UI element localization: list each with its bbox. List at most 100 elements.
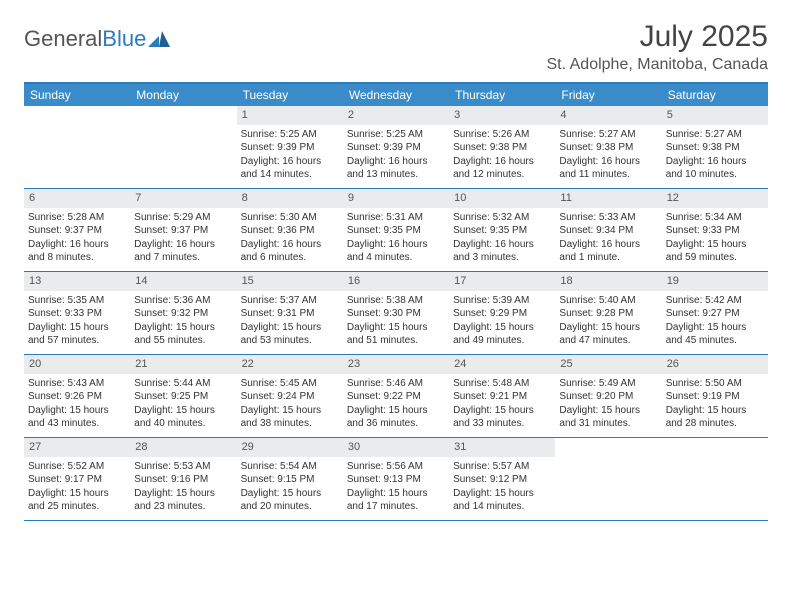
day-sunset: Sunset: 9:20 PM bbox=[559, 390, 657, 404]
day-number: 7 bbox=[130, 189, 236, 208]
day-sunrise: Sunrise: 5:46 AM bbox=[347, 377, 445, 391]
calendar-day: 20 Sunrise: 5:43 AMSunset: 9:26 PMDayligh… bbox=[24, 355, 130, 437]
calendar-week: 13Sunrise: 5:35 AMSunset: 9:33 PMDayligh… bbox=[24, 272, 768, 355]
day-daylight: Daylight: 15 hours and 40 minutes. bbox=[134, 404, 232, 431]
calendar-day: 4Sunrise: 5:27 AMSunset: 9:38 PMDaylight… bbox=[555, 106, 661, 188]
calendar-day: 15Sunrise: 5:37 AMSunset: 9:31 PMDayligh… bbox=[237, 272, 343, 354]
calendar-day: 8Sunrise: 5:30 AMSunset: 9:36 PMDaylight… bbox=[237, 189, 343, 271]
weekday-header: Thursday bbox=[449, 84, 555, 106]
day-number: 31 bbox=[449, 438, 555, 457]
day-sunset: Sunset: 9:29 PM bbox=[453, 307, 551, 321]
calendar-day: 13Sunrise: 5:35 AMSunset: 9:33 PMDayligh… bbox=[24, 272, 130, 354]
day-sunrise: Sunrise: 5:56 AM bbox=[347, 460, 445, 474]
logo-mark-icon bbox=[148, 27, 170, 53]
day-sunrise: Sunrise: 5:50 AM bbox=[666, 377, 764, 391]
calendar-day: 27Sunrise: 5:52 AMSunset: 9:17 PMDayligh… bbox=[24, 438, 130, 520]
day-number: 3 bbox=[449, 106, 555, 125]
day-sunset: Sunset: 9:33 PM bbox=[28, 307, 126, 321]
day-sunrise: Sunrise: 5:37 AM bbox=[241, 294, 339, 308]
day-sunrise: Sunrise: 5:30 AM bbox=[241, 211, 339, 225]
calendar-day: 31Sunrise: 5:57 AMSunset: 9:12 PMDayligh… bbox=[449, 438, 555, 520]
day-sunrise: Sunrise: 5:26 AM bbox=[453, 128, 551, 142]
calendar-day: 1Sunrise: 5:25 AMSunset: 9:39 PMDaylight… bbox=[237, 106, 343, 188]
weeks-container: ..1Sunrise: 5:25 AMSunset: 9:39 PMDaylig… bbox=[24, 106, 768, 521]
calendar-day: 12Sunrise: 5:34 AMSunset: 9:33 PMDayligh… bbox=[662, 189, 768, 271]
calendar-day: 23 Sunrise: 5:46 AMSunset: 9:22 PMDayligh… bbox=[343, 355, 449, 437]
weekday-header-row: SundayMondayTuesdayWednesdayThursdayFrid… bbox=[24, 84, 768, 106]
day-daylight: Daylight: 15 hours and 33 minutes. bbox=[453, 404, 551, 431]
day-sunrise: Sunrise: 5:48 AM bbox=[453, 377, 551, 391]
day-daylight: Daylight: 15 hours and 23 minutes. bbox=[134, 487, 232, 514]
day-daylight: Daylight: 15 hours and 25 minutes. bbox=[28, 487, 126, 514]
day-daylight: Daylight: 15 hours and 38 minutes. bbox=[241, 404, 339, 431]
calendar-day: 25Sunrise: 5:49 AMSunset: 9:20 PMDayligh… bbox=[555, 355, 661, 437]
day-number: 24 bbox=[449, 355, 555, 374]
day-sunrise: Sunrise: 5:28 AM bbox=[28, 211, 126, 225]
calendar-day: . bbox=[662, 438, 768, 520]
day-daylight: Daylight: 15 hours and 49 minutes. bbox=[453, 321, 551, 348]
day-sunrise: Sunrise: 5:39 AM bbox=[453, 294, 551, 308]
day-daylight: Daylight: 16 hours and 12 minutes. bbox=[453, 155, 551, 182]
day-sunrise: Sunrise: 5:33 AM bbox=[559, 211, 657, 225]
day-sunrise: Sunrise: 5:44 AM bbox=[134, 377, 232, 391]
brand-logo: GeneralBlue bbox=[24, 26, 170, 52]
day-number: 10 bbox=[449, 189, 555, 208]
day-sunrise: Sunrise: 5:53 AM bbox=[134, 460, 232, 474]
day-sunrise: Sunrise: 5:35 AM bbox=[28, 294, 126, 308]
day-number: 2 bbox=[343, 106, 449, 125]
day-sunset: Sunset: 9:38 PM bbox=[559, 141, 657, 155]
page-header: GeneralBlue July 2025 St. Adolphe, Manit… bbox=[24, 20, 768, 74]
day-daylight: Daylight: 16 hours and 8 minutes. bbox=[28, 238, 126, 265]
day-number: 11 bbox=[555, 189, 661, 208]
calendar-day: 14Sunrise: 5:36 AMSunset: 9:32 PMDayligh… bbox=[130, 272, 236, 354]
day-sunrise: Sunrise: 5:27 AM bbox=[559, 128, 657, 142]
day-sunset: Sunset: 9:31 PM bbox=[241, 307, 339, 321]
day-daylight: Daylight: 15 hours and 45 minutes. bbox=[666, 321, 764, 348]
day-number: 8 bbox=[237, 189, 343, 208]
day-sunset: Sunset: 9:30 PM bbox=[347, 307, 445, 321]
day-daylight: Daylight: 15 hours and 31 minutes. bbox=[559, 404, 657, 431]
day-sunset: Sunset: 9:22 PM bbox=[347, 390, 445, 404]
calendar-day: . bbox=[130, 106, 236, 188]
weekday-header: Friday bbox=[555, 84, 661, 106]
calendar-page: GeneralBlue July 2025 St. Adolphe, Manit… bbox=[0, 0, 792, 541]
day-sunrise: Sunrise: 5:42 AM bbox=[666, 294, 764, 308]
day-sunset: Sunset: 9:39 PM bbox=[241, 141, 339, 155]
day-daylight: Daylight: 15 hours and 51 minutes. bbox=[347, 321, 445, 348]
day-sunset: Sunset: 9:21 PM bbox=[453, 390, 551, 404]
day-sunset: Sunset: 9:26 PM bbox=[28, 390, 126, 404]
calendar-day: 30Sunrise: 5:56 AMSunset: 9:13 PMDayligh… bbox=[343, 438, 449, 520]
day-daylight: Daylight: 15 hours and 14 minutes. bbox=[453, 487, 551, 514]
calendar-week: 27Sunrise: 5:52 AMSunset: 9:17 PMDayligh… bbox=[24, 438, 768, 521]
day-daylight: Daylight: 15 hours and 43 minutes. bbox=[28, 404, 126, 431]
day-number: 20 bbox=[24, 355, 130, 374]
calendar-day: . bbox=[24, 106, 130, 188]
day-sunset: Sunset: 9:17 PM bbox=[28, 473, 126, 487]
day-number: 18 bbox=[555, 272, 661, 291]
day-daylight: Daylight: 16 hours and 14 minutes. bbox=[241, 155, 339, 182]
calendar-day: 7Sunrise: 5:29 AMSunset: 9:37 PMDaylight… bbox=[130, 189, 236, 271]
day-number: 16 bbox=[343, 272, 449, 291]
day-sunset: Sunset: 9:28 PM bbox=[559, 307, 657, 321]
calendar-day: 26Sunrise: 5:50 AMSunset: 9:19 PMDayligh… bbox=[662, 355, 768, 437]
calendar-day: 22Sunrise: 5:45 AMSunset: 9:24 PMDayligh… bbox=[237, 355, 343, 437]
day-daylight: Daylight: 15 hours and 17 minutes. bbox=[347, 487, 445, 514]
day-number: 23 bbox=[343, 355, 449, 374]
day-number: 6 bbox=[24, 189, 130, 208]
day-number: 5 bbox=[662, 106, 768, 125]
day-daylight: Daylight: 15 hours and 36 minutes. bbox=[347, 404, 445, 431]
day-number: 19 bbox=[662, 272, 768, 291]
day-sunset: Sunset: 9:19 PM bbox=[666, 390, 764, 404]
day-number: 22 bbox=[237, 355, 343, 374]
day-sunrise: Sunrise: 5:36 AM bbox=[134, 294, 232, 308]
day-sunrise: Sunrise: 5:43 AM bbox=[28, 377, 126, 391]
location-label: St. Adolphe, Manitoba, Canada bbox=[547, 56, 769, 74]
day-number: 21 bbox=[130, 355, 236, 374]
day-daylight: Daylight: 15 hours and 20 minutes. bbox=[241, 487, 339, 514]
calendar-week: 6Sunrise: 5:28 AMSunset: 9:37 PMDaylight… bbox=[24, 189, 768, 272]
day-sunrise: Sunrise: 5:29 AM bbox=[134, 211, 232, 225]
day-sunset: Sunset: 9:16 PM bbox=[134, 473, 232, 487]
day-sunrise: Sunrise: 5:31 AM bbox=[347, 211, 445, 225]
weekday-header: Wednesday bbox=[343, 84, 449, 106]
day-number: 4 bbox=[555, 106, 661, 125]
